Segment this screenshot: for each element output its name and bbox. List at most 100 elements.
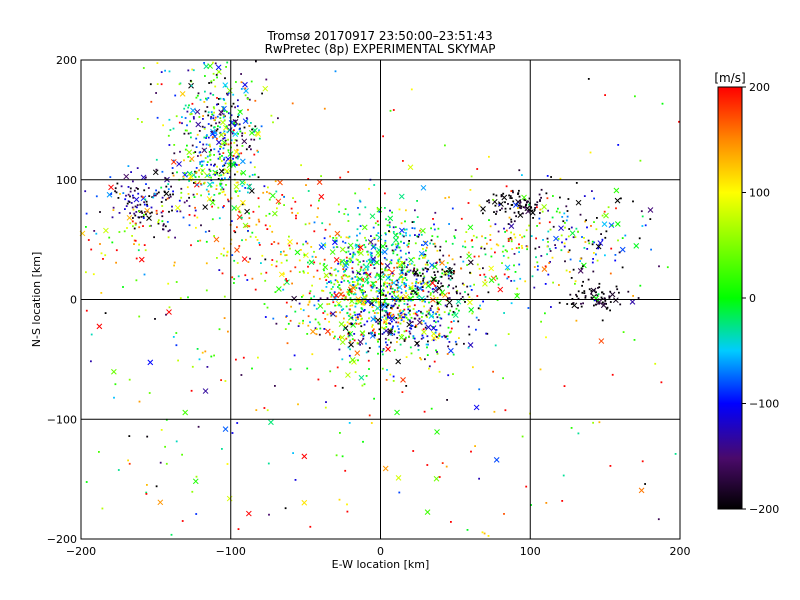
data-point — [344, 324, 346, 326]
data-point — [371, 244, 374, 247]
data-point — [213, 119, 216, 121]
data-point — [298, 302, 301, 305]
data-point — [397, 313, 400, 316]
data-point — [583, 290, 586, 292]
data-point — [221, 110, 224, 113]
data-point — [373, 315, 376, 318]
data-point — [422, 248, 424, 250]
data-point — [440, 282, 443, 285]
data-point — [398, 257, 401, 260]
data-point — [124, 198, 127, 201]
data-point — [502, 245, 505, 248]
data-point — [210, 117, 212, 120]
data-point — [258, 242, 261, 244]
data-point — [139, 203, 142, 206]
data-point — [416, 296, 419, 299]
data-point — [263, 407, 266, 409]
data-point-cross — [392, 232, 399, 239]
data-point — [501, 262, 503, 264]
data-point-cross — [434, 429, 440, 435]
data-point-cross — [240, 199, 246, 206]
data-point — [447, 277, 450, 280]
data-point — [222, 173, 225, 176]
data-point — [302, 309, 305, 312]
data-point-cross — [275, 198, 282, 205]
data-point — [201, 169, 204, 172]
data-point — [219, 117, 222, 119]
data-point — [411, 221, 414, 223]
data-point — [487, 535, 490, 537]
data-point — [396, 325, 399, 328]
data-point — [251, 367, 253, 370]
data-point — [223, 317, 226, 319]
data-point — [397, 281, 400, 284]
data-point — [268, 212, 271, 215]
data-point — [416, 287, 419, 290]
data-point — [224, 115, 226, 118]
data-point — [225, 184, 227, 186]
data-point — [358, 245, 360, 248]
data-point — [506, 250, 508, 253]
data-point — [384, 269, 386, 272]
data-point — [354, 305, 357, 308]
data-point — [351, 267, 354, 270]
data-point — [213, 132, 216, 134]
data-point — [475, 328, 477, 331]
data-point — [143, 201, 145, 204]
data-point — [113, 396, 115, 399]
data-point-cross — [276, 286, 282, 292]
data-point — [374, 222, 377, 225]
data-point-cross — [629, 299, 636, 305]
data-point — [350, 323, 353, 326]
data-point — [336, 279, 338, 282]
data-point — [470, 289, 473, 291]
data-point — [416, 274, 419, 277]
data-point — [410, 262, 413, 265]
data-point — [354, 371, 357, 373]
data-point — [610, 247, 613, 250]
data-point — [392, 375, 395, 378]
data-point — [155, 485, 158, 488]
data-point-cross — [448, 347, 454, 354]
data-point — [419, 280, 422, 283]
data-point — [369, 264, 372, 266]
data-point — [411, 325, 414, 327]
data-point — [229, 176, 231, 179]
data-point-cross — [614, 197, 621, 204]
data-point-cross — [308, 259, 315, 266]
data-point — [438, 258, 441, 261]
data-point — [306, 333, 309, 335]
data-point — [204, 110, 207, 113]
data-point — [224, 193, 227, 196]
data-point — [237, 153, 240, 156]
data-point — [267, 186, 269, 189]
data-point — [219, 97, 222, 100]
data-point — [575, 227, 578, 230]
data-point — [403, 282, 406, 284]
data-point — [230, 105, 233, 108]
data-point — [570, 226, 573, 229]
data-point — [495, 213, 497, 215]
data-point — [425, 314, 428, 317]
data-point — [205, 262, 208, 265]
data-point — [161, 220, 164, 223]
data-point-cross — [126, 214, 133, 221]
data-point — [413, 337, 416, 340]
data-point — [277, 117, 279, 120]
data-point — [274, 385, 276, 387]
data-point — [455, 307, 458, 310]
data-point — [370, 302, 372, 305]
data-point — [346, 260, 348, 262]
data-point — [223, 110, 226, 112]
data-point — [312, 275, 315, 278]
data-point — [522, 206, 525, 209]
data-point — [453, 320, 455, 322]
data-point — [403, 340, 406, 342]
data-point — [311, 284, 313, 287]
data-point — [484, 253, 487, 256]
data-point — [510, 197, 513, 199]
data-point — [431, 235, 434, 237]
data-point — [199, 239, 202, 242]
data-point — [596, 259, 599, 262]
data-point — [516, 287, 519, 290]
